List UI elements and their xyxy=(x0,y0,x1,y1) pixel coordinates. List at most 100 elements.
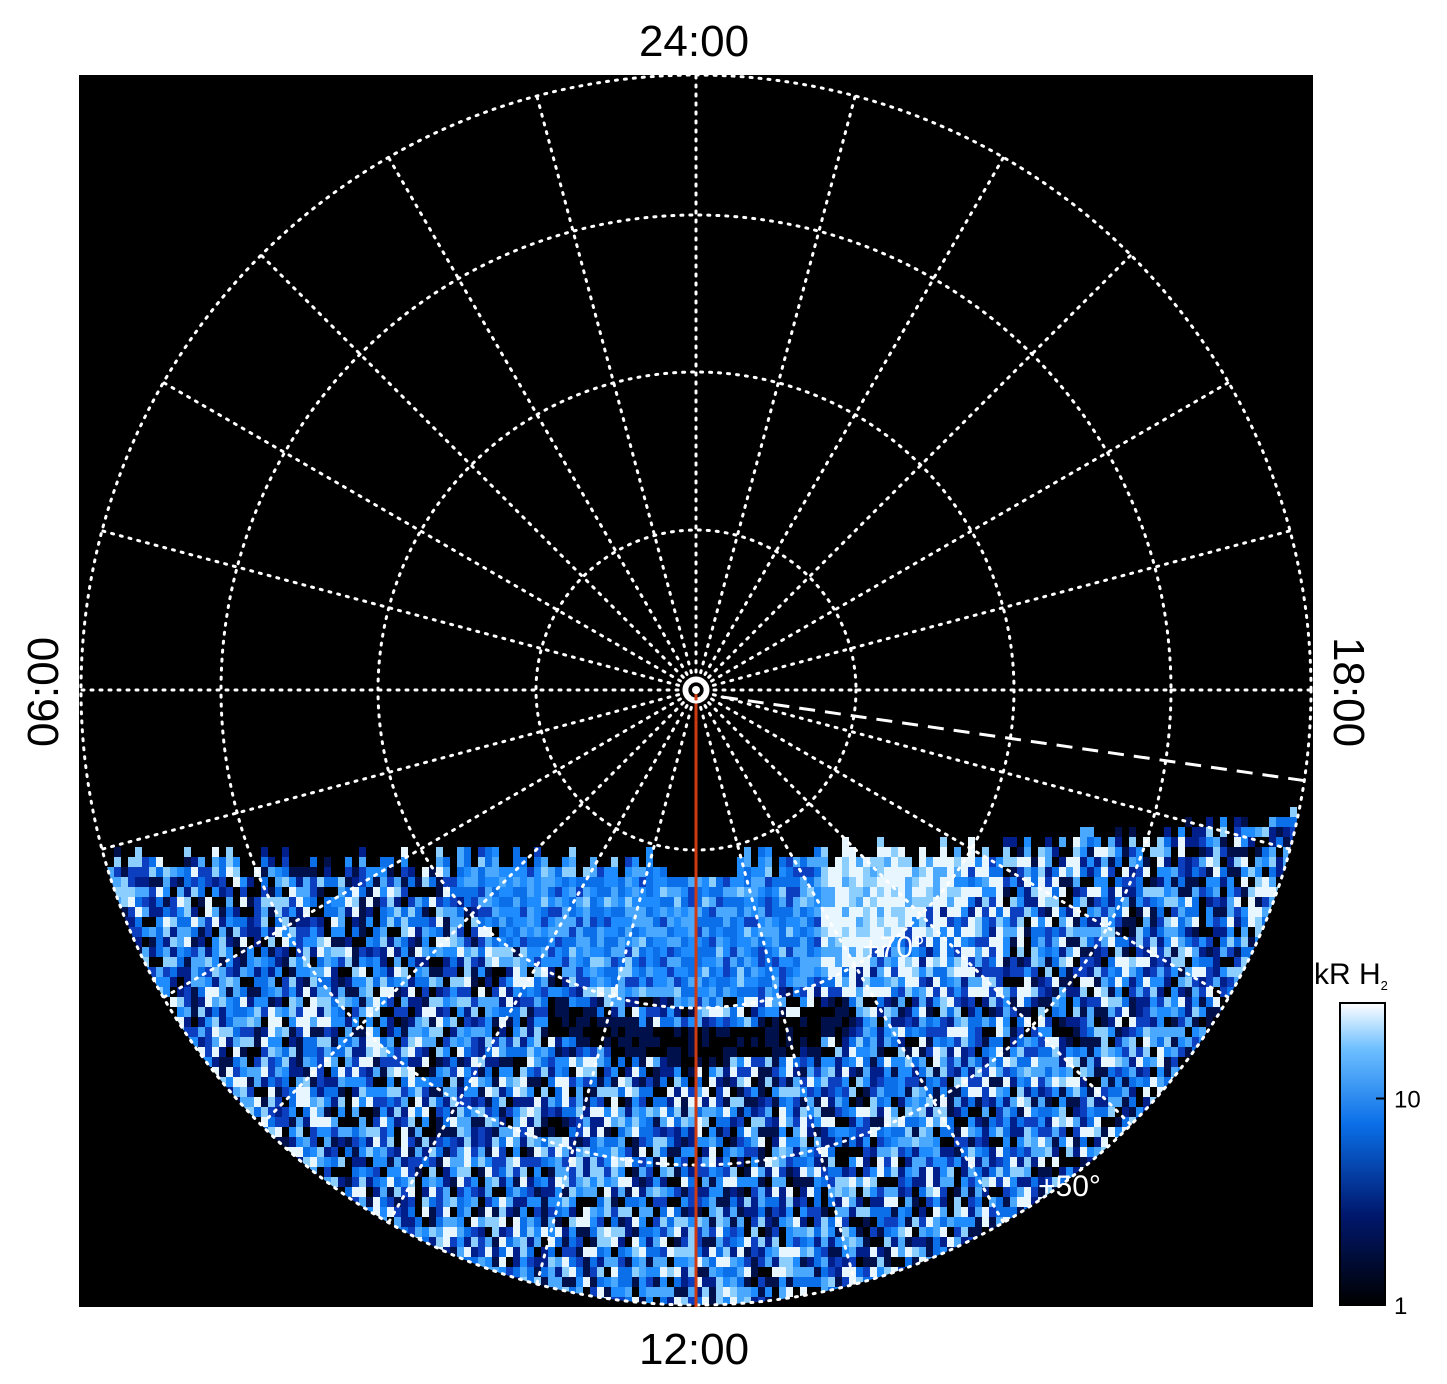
emission-pixel xyxy=(681,1077,688,1087)
emission-pixel xyxy=(590,1147,597,1157)
emission-pixel xyxy=(1038,1057,1045,1067)
emission-pixel xyxy=(324,947,331,957)
emission-pixel xyxy=(198,957,205,967)
emission-pixel xyxy=(366,927,373,937)
emission-pixel xyxy=(933,1007,940,1017)
emission-pixel xyxy=(744,1087,751,1097)
emission-pixel xyxy=(919,1017,926,1027)
emission-pixel xyxy=(632,1037,639,1047)
emission-pixel xyxy=(842,997,849,1007)
emission-pixel xyxy=(947,1097,954,1107)
emission-pixel xyxy=(786,877,793,887)
emission-pixel xyxy=(478,1067,485,1077)
emission-pixel xyxy=(345,1007,352,1017)
emission-pixel xyxy=(555,987,562,997)
emission-pixel xyxy=(359,1047,366,1057)
emission-pixel xyxy=(1017,1147,1024,1157)
emission-pixel xyxy=(604,977,611,987)
emission-pixel xyxy=(716,1007,723,1017)
emission-pixel xyxy=(695,1067,702,1077)
emission-pixel xyxy=(898,847,905,857)
emission-pixel xyxy=(954,937,961,947)
emission-pixel xyxy=(681,1247,688,1257)
emission-pixel xyxy=(1052,1017,1059,1027)
emission-pixel xyxy=(863,1177,870,1187)
emission-pixel xyxy=(681,1207,688,1217)
emission-pixel xyxy=(954,1147,961,1157)
emission-pixel xyxy=(723,1067,730,1077)
emission-pixel xyxy=(751,887,758,897)
emission-pixel xyxy=(310,1087,317,1097)
emission-pixel xyxy=(856,1097,863,1107)
emission-pixel xyxy=(254,997,261,1007)
emission-pixel xyxy=(464,1177,471,1187)
emission-pixel xyxy=(828,1067,835,1077)
emission-pixel xyxy=(849,887,856,897)
emission-pixel xyxy=(919,1157,926,1167)
emission-pixel xyxy=(513,947,520,957)
emission-pixel xyxy=(709,867,716,877)
emission-pixel xyxy=(688,1097,695,1107)
emission-pixel xyxy=(611,1077,618,1087)
emission-pixel xyxy=(912,927,919,937)
emission-pixel xyxy=(667,1097,674,1107)
emission-pixel xyxy=(695,1117,702,1127)
emission-pixel xyxy=(471,1127,478,1137)
emission-pixel xyxy=(884,947,891,957)
emission-pixel xyxy=(289,1057,296,1067)
emission-pixel xyxy=(842,947,849,957)
emission-pixel xyxy=(926,857,933,867)
emission-pixel xyxy=(429,1007,436,1017)
emission-pixel xyxy=(548,1217,555,1227)
emission-pixel xyxy=(667,1007,674,1017)
emission-pixel xyxy=(716,887,723,897)
emission-pixel xyxy=(492,1097,499,1107)
emission-pixel xyxy=(541,1197,548,1207)
emission-pixel xyxy=(296,1007,303,1017)
emission-pixel xyxy=(632,1027,639,1037)
emission-pixel xyxy=(779,997,786,1007)
emission-pixel xyxy=(884,1007,891,1017)
emission-pixel xyxy=(709,1087,716,1097)
emission-pixel xyxy=(870,1157,877,1167)
emission-pixel xyxy=(492,1047,499,1057)
emission-pixel xyxy=(156,977,163,987)
emission-pixel xyxy=(429,1237,436,1247)
emission-pixel xyxy=(191,987,198,997)
emission-pixel xyxy=(478,997,485,1007)
emission-pixel xyxy=(555,1157,562,1167)
emission-pixel xyxy=(926,1077,933,1087)
emission-pixel xyxy=(723,1047,730,1057)
emission-pixel xyxy=(261,1057,268,1067)
emission-pixel xyxy=(261,897,268,907)
emission-pixel xyxy=(814,1107,821,1117)
emission-pixel xyxy=(660,1027,667,1037)
emission-pixel xyxy=(940,1197,947,1207)
emission-pixel xyxy=(1010,1027,1017,1037)
emission-pixel xyxy=(401,1127,408,1137)
emission-pixel xyxy=(1045,1007,1052,1017)
emission-pixel xyxy=(576,1117,583,1127)
emission-pixel xyxy=(219,927,226,937)
emission-pixel xyxy=(548,1087,555,1097)
emission-pixel xyxy=(1010,1077,1017,1087)
emission-pixel xyxy=(828,877,835,887)
emission-pixel xyxy=(835,857,842,867)
emission-pixel xyxy=(758,1107,765,1117)
emission-pixel xyxy=(597,1087,604,1097)
emission-pixel xyxy=(625,927,632,937)
emission-pixel xyxy=(331,1057,338,1067)
emission-pixel xyxy=(611,1047,618,1057)
emission-pixel xyxy=(520,977,527,987)
emission-pixel xyxy=(198,947,205,957)
emission-pixel xyxy=(471,1007,478,1017)
emission-pixel xyxy=(289,897,296,907)
emission-pixel xyxy=(1052,1107,1059,1117)
emission-pixel xyxy=(723,927,730,937)
emission-pixel xyxy=(1024,897,1031,907)
emission-pixel xyxy=(751,1167,758,1177)
emission-pixel xyxy=(457,1007,464,1017)
emission-pixel xyxy=(212,927,219,937)
emission-pixel xyxy=(618,1287,625,1297)
emission-pixel xyxy=(849,847,856,857)
